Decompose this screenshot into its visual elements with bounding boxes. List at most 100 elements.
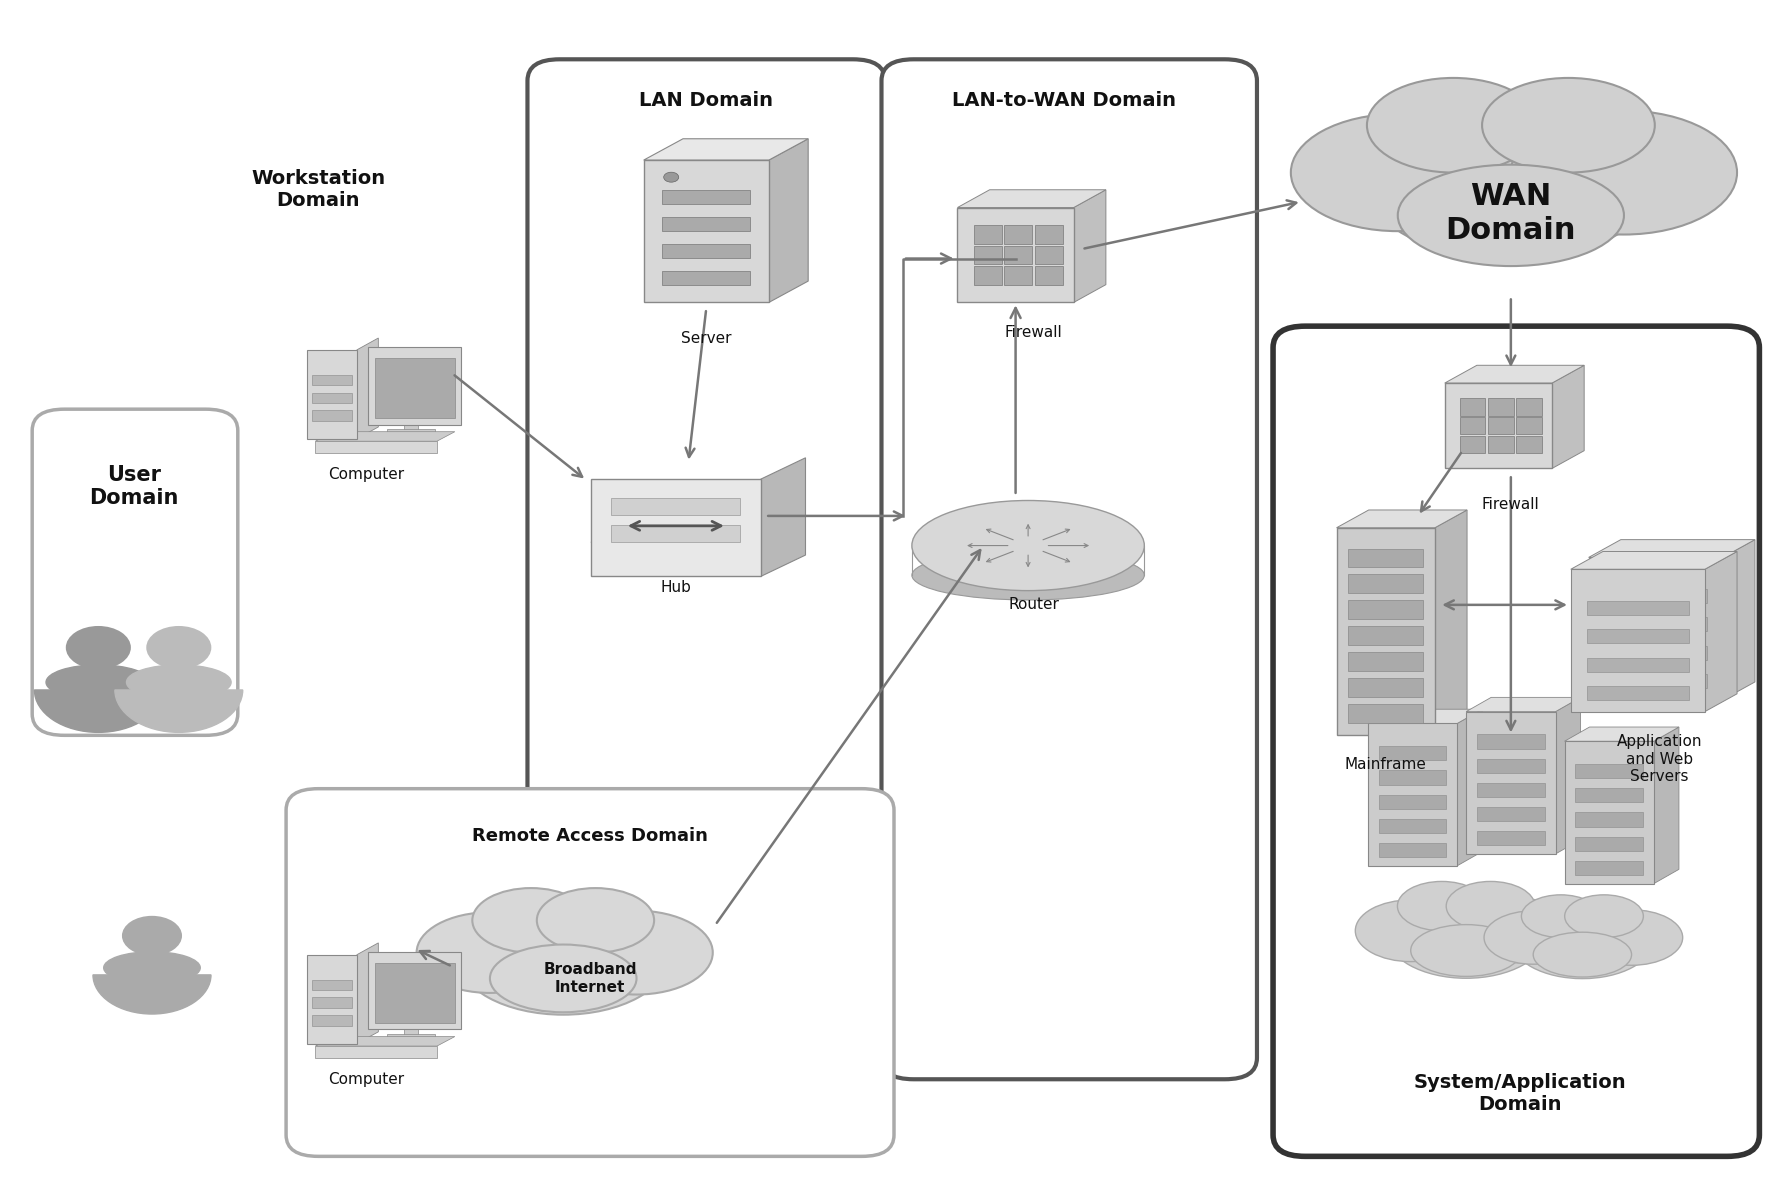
Circle shape [122, 916, 182, 956]
Polygon shape [1724, 540, 1756, 700]
Polygon shape [1704, 551, 1738, 712]
Bar [1348, 652, 1423, 671]
Bar [1575, 764, 1643, 778]
Bar [662, 190, 749, 204]
Bar [311, 1015, 352, 1026]
Bar [404, 1027, 418, 1039]
Bar [404, 422, 418, 434]
Polygon shape [1434, 510, 1466, 735]
Ellipse shape [490, 944, 637, 1013]
Ellipse shape [417, 912, 563, 993]
Circle shape [663, 172, 679, 183]
Text: Workstation
Domain: Workstation Domain [250, 170, 386, 210]
Ellipse shape [1446, 881, 1534, 931]
Polygon shape [769, 139, 808, 302]
Ellipse shape [536, 888, 654, 952]
Polygon shape [644, 139, 808, 160]
Polygon shape [958, 190, 1105, 208]
Polygon shape [358, 338, 379, 439]
Bar [1606, 617, 1708, 631]
Ellipse shape [1398, 165, 1624, 266]
Ellipse shape [1482, 78, 1656, 173]
Bar [1588, 657, 1690, 671]
Bar [1588, 600, 1690, 614]
Bar [1488, 436, 1514, 453]
Ellipse shape [912, 500, 1144, 591]
Bar [315, 1046, 436, 1058]
FancyBboxPatch shape [527, 59, 885, 1079]
Bar [1570, 569, 1704, 712]
Bar [1459, 398, 1486, 415]
Ellipse shape [472, 888, 590, 952]
Bar [1348, 704, 1423, 722]
Bar [644, 160, 769, 302]
Bar [611, 525, 740, 542]
Text: Mainframe: Mainframe [1345, 758, 1427, 772]
Ellipse shape [1511, 110, 1738, 235]
Bar [308, 955, 358, 1044]
Bar [1379, 771, 1446, 785]
Polygon shape [1337, 510, 1466, 528]
Polygon shape [1552, 365, 1584, 468]
Polygon shape [358, 943, 379, 1044]
Bar [315, 441, 436, 453]
Bar [662, 217, 749, 231]
Polygon shape [590, 521, 805, 542]
Ellipse shape [127, 665, 231, 700]
Bar [611, 498, 740, 515]
Bar [1516, 436, 1541, 453]
Bar [1379, 746, 1446, 760]
Bar [1516, 398, 1541, 415]
Bar [311, 997, 352, 1008]
Bar [1379, 818, 1446, 833]
Ellipse shape [1464, 899, 1579, 963]
Bar [386, 1034, 434, 1039]
Polygon shape [1590, 540, 1756, 557]
Ellipse shape [1581, 910, 1683, 965]
Bar [1348, 574, 1423, 593]
Polygon shape [762, 458, 805, 576]
Bar [590, 479, 762, 576]
Bar [1005, 246, 1032, 264]
Text: WAN
Domain: WAN Domain [1446, 183, 1575, 244]
Polygon shape [315, 432, 454, 441]
Ellipse shape [1366, 78, 1539, 173]
Polygon shape [1368, 709, 1482, 723]
Ellipse shape [912, 550, 1144, 600]
Bar [974, 267, 1001, 286]
Bar [662, 272, 749, 286]
Bar [311, 410, 352, 421]
Text: Computer: Computer [329, 467, 404, 482]
Circle shape [147, 626, 211, 669]
Text: System/Application
Domain: System/Application Domain [1414, 1073, 1625, 1114]
Bar [311, 980, 352, 990]
Ellipse shape [1355, 900, 1466, 962]
Bar [1606, 674, 1708, 688]
Text: User
Domain: User Domain [89, 465, 179, 508]
Bar [1466, 712, 1556, 854]
Bar [1005, 224, 1032, 243]
Text: LAN-to-WAN Domain: LAN-to-WAN Domain [951, 91, 1177, 110]
Text: Hub: Hub [660, 580, 692, 594]
Ellipse shape [458, 899, 669, 1015]
Bar [375, 358, 454, 419]
Polygon shape [1457, 709, 1482, 866]
Bar [311, 393, 352, 403]
Bar [386, 429, 434, 434]
Bar [1590, 557, 1724, 700]
Bar [974, 224, 1001, 243]
Bar [1005, 267, 1032, 286]
Polygon shape [1654, 727, 1679, 884]
FancyBboxPatch shape [881, 59, 1257, 1079]
Ellipse shape [1398, 881, 1486, 931]
Ellipse shape [1534, 932, 1632, 977]
Bar [1575, 789, 1643, 803]
Bar [974, 246, 1001, 264]
Bar [1337, 528, 1436, 735]
Bar [1575, 836, 1643, 850]
Wedge shape [34, 690, 163, 733]
Text: Firewall: Firewall [1005, 325, 1062, 339]
Bar [1348, 548, 1423, 567]
Bar [1564, 741, 1654, 884]
Wedge shape [114, 690, 243, 733]
